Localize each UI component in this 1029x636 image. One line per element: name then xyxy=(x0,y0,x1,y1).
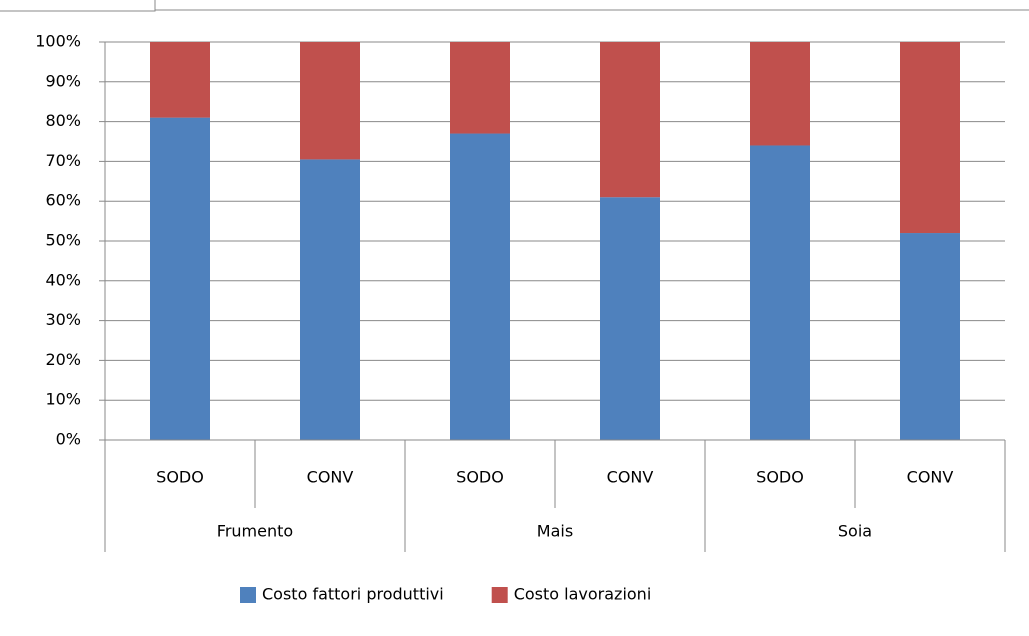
y-tick-label: 70% xyxy=(45,151,81,170)
x-tick-label: CONV xyxy=(607,468,654,487)
legend-label: Costo fattori produttivi xyxy=(262,585,444,604)
legend-swatch xyxy=(240,587,256,603)
bar-segment xyxy=(900,42,960,234)
y-tick-label: 30% xyxy=(45,310,81,329)
x-tick-label: SODO xyxy=(456,468,504,487)
y-tick-label: 20% xyxy=(45,350,81,369)
y-tick-label: 40% xyxy=(45,270,81,289)
y-tick-label: 80% xyxy=(45,111,81,130)
bar-segment xyxy=(600,42,660,198)
bar-segment xyxy=(900,233,960,440)
y-tick-label: 0% xyxy=(56,430,81,449)
x-tick-label: SODO xyxy=(156,468,204,487)
legend-swatch xyxy=(491,587,508,603)
bar-segment xyxy=(150,42,210,118)
x-tick-label: SODO xyxy=(756,468,804,487)
bar-segment xyxy=(750,42,810,146)
bar-segment xyxy=(450,133,510,441)
bar-segment xyxy=(600,197,660,440)
y-tick-label: 90% xyxy=(45,71,81,90)
bar-segment xyxy=(300,159,360,440)
group-label: Mais xyxy=(537,522,573,541)
legend-label: Costo lavorazioni xyxy=(514,585,652,604)
x-tick-label: CONV xyxy=(907,468,954,487)
x-tick-label: CONV xyxy=(307,468,354,487)
bar-segment xyxy=(450,42,510,134)
frame-corner xyxy=(0,0,156,12)
group-label: Soia xyxy=(838,522,872,541)
y-tick-label: 60% xyxy=(45,191,81,210)
y-tick-label: 50% xyxy=(45,231,81,250)
bar-segment xyxy=(150,117,210,441)
bar-segment xyxy=(750,145,810,441)
y-tick-label: 10% xyxy=(45,390,81,409)
group-label: Frumento xyxy=(217,522,293,541)
bar-segment xyxy=(300,42,360,160)
y-tick-label: 100% xyxy=(35,32,81,51)
